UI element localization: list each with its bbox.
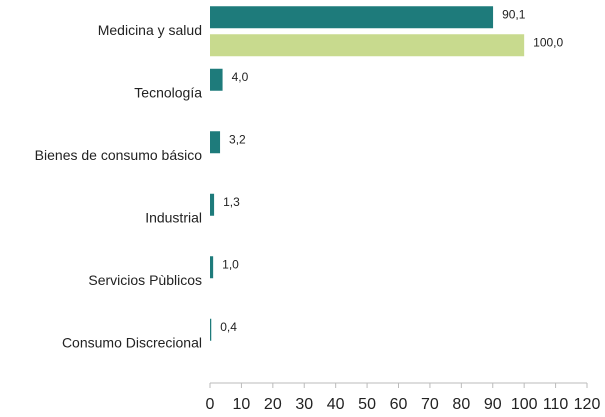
x-tick-label: 90 <box>484 396 502 413</box>
value-label: 4,0 <box>232 70 249 84</box>
x-tick-label: 120 <box>574 396 601 413</box>
value-label: 1,0 <box>222 257 239 271</box>
x-tick-label: 0 <box>206 396 215 413</box>
bar <box>210 34 525 57</box>
value-label: 3,2 <box>229 132 246 146</box>
bar <box>210 318 212 341</box>
value-label: 100,0 <box>533 35 563 49</box>
bar <box>210 68 223 91</box>
x-tick-label: 20 <box>264 396 282 413</box>
x-tick-label: 110 <box>543 396 569 413</box>
x-tick-label: 60 <box>390 396 408 413</box>
bar <box>210 256 214 279</box>
category-label: Medicina y salud <box>98 22 202 38</box>
bar <box>210 131 221 154</box>
value-label: 1,3 <box>223 195 240 209</box>
x-tick-label: 70 <box>421 396 439 413</box>
bar <box>210 193 215 216</box>
category-label: Tecnología <box>134 84 202 100</box>
value-label: 0,4 <box>220 320 237 334</box>
x-tick-label: 30 <box>295 396 313 413</box>
category-label: Servicios Pùblicos <box>88 272 202 288</box>
bar <box>210 6 494 29</box>
x-tick-label: 40 <box>327 396 345 413</box>
category-label: Consumo Discrecional <box>62 334 202 350</box>
category-label: Industrial <box>145 209 202 225</box>
category-label: Bienes de consumo básico <box>35 147 203 163</box>
x-tick-label: 10 <box>233 396 251 413</box>
x-tick-label: 100 <box>511 396 538 413</box>
x-tick-label: 50 <box>358 396 376 413</box>
x-tick-label: 80 <box>452 396 470 413</box>
value-label: 90,1 <box>502 7 526 21</box>
